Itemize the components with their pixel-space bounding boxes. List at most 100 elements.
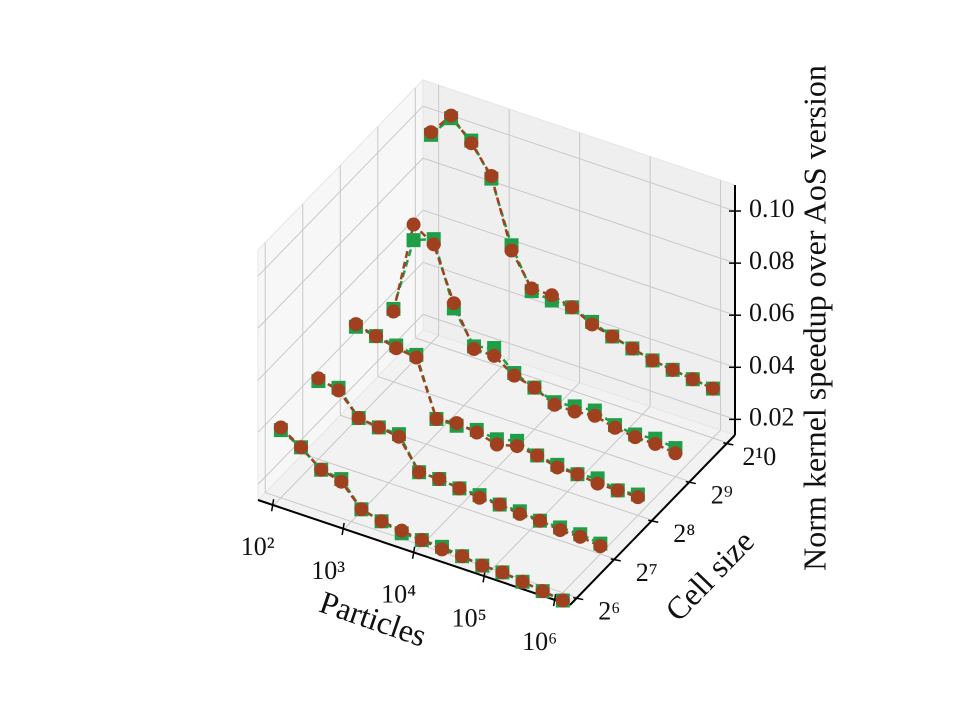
marker (510, 439, 525, 454)
marker (423, 125, 438, 140)
marker (610, 483, 625, 498)
marker (535, 584, 550, 599)
marker (553, 523, 568, 538)
marker (550, 460, 565, 475)
grid-line (422, 313, 736, 420)
marker (273, 420, 288, 435)
marker (386, 304, 401, 319)
z-tick-label: 0.10 (749, 194, 795, 223)
x-tick-label: 10⁵ (452, 603, 487, 632)
y-tick (648, 519, 659, 523)
grid-line (422, 261, 736, 368)
marker (665, 362, 680, 377)
marker (605, 329, 620, 344)
y-tick-label: 2¹0 (742, 442, 776, 471)
grid-line (257, 261, 424, 433)
marker (406, 217, 421, 232)
marker (585, 317, 600, 332)
marker (544, 288, 559, 303)
marker (532, 513, 547, 528)
y-tick (723, 442, 734, 446)
grid-line (257, 157, 424, 329)
marker (444, 108, 459, 123)
marker (414, 533, 429, 548)
x-tick-label: 10³ (311, 556, 345, 585)
z-tick-label: 0.04 (749, 350, 795, 379)
marker (705, 381, 720, 396)
marker (630, 490, 645, 505)
marker (406, 233, 421, 248)
marker (524, 281, 539, 296)
marker (484, 169, 499, 184)
marker (685, 372, 700, 387)
marker (607, 420, 622, 435)
marker (587, 408, 602, 423)
marker (495, 565, 510, 580)
z-tick-label: 0.02 (749, 402, 795, 431)
marker (426, 237, 441, 252)
grid-line (415, 337, 728, 444)
x-tick-label: 10⁴ (381, 580, 416, 609)
marker (409, 350, 424, 365)
marker (487, 348, 502, 363)
grid-line (422, 157, 736, 264)
marker (374, 514, 389, 529)
marker (331, 383, 346, 398)
marker (504, 243, 519, 258)
marker (369, 329, 384, 344)
marker (547, 397, 562, 412)
marker (590, 476, 605, 491)
marker (625, 341, 640, 356)
marker (645, 353, 660, 368)
marker (555, 593, 570, 608)
y-tick (610, 558, 621, 562)
grid-line (422, 105, 736, 212)
marker (530, 448, 545, 463)
z-axis-label: Norm kernel speedup over AoS version (796, 65, 832, 571)
grid-line (302, 453, 615, 560)
y-axis (569, 434, 736, 606)
marker (391, 429, 406, 444)
marker (475, 558, 490, 573)
x-tick-label: 10⁶ (522, 627, 557, 656)
marker (446, 296, 461, 311)
grid-line (377, 376, 690, 483)
marker (668, 446, 683, 461)
marker (455, 549, 470, 564)
marker (573, 529, 588, 544)
marker (648, 436, 663, 451)
marker (466, 342, 481, 357)
y-tick (573, 596, 584, 601)
marker (527, 380, 542, 395)
grid-line (422, 209, 736, 316)
marker (489, 437, 504, 452)
marker (434, 542, 449, 557)
grid-line (257, 209, 424, 381)
marker (429, 411, 444, 426)
marker (472, 490, 487, 505)
marker (412, 465, 427, 480)
marker (564, 300, 579, 315)
y-tick-label: 2⁶ (598, 597, 620, 626)
marker (348, 317, 363, 332)
marker (351, 411, 366, 426)
marker (464, 136, 479, 151)
marker (371, 420, 386, 435)
y-tick-label: 2⁹ (711, 481, 733, 510)
marker (469, 425, 484, 440)
marker (334, 474, 349, 489)
marker (394, 523, 409, 538)
marker (512, 506, 527, 521)
marker (492, 497, 507, 512)
marker (354, 502, 369, 517)
marker (567, 404, 582, 419)
marker (389, 341, 404, 356)
marker (570, 467, 585, 482)
z-tick-label: 0.06 (749, 298, 795, 327)
marker (507, 368, 522, 383)
marker (311, 371, 326, 386)
marker (452, 481, 467, 496)
marker (628, 430, 643, 445)
y-tick-label: 2⁷ (636, 558, 658, 587)
y-tick-label: 2⁸ (673, 519, 695, 548)
